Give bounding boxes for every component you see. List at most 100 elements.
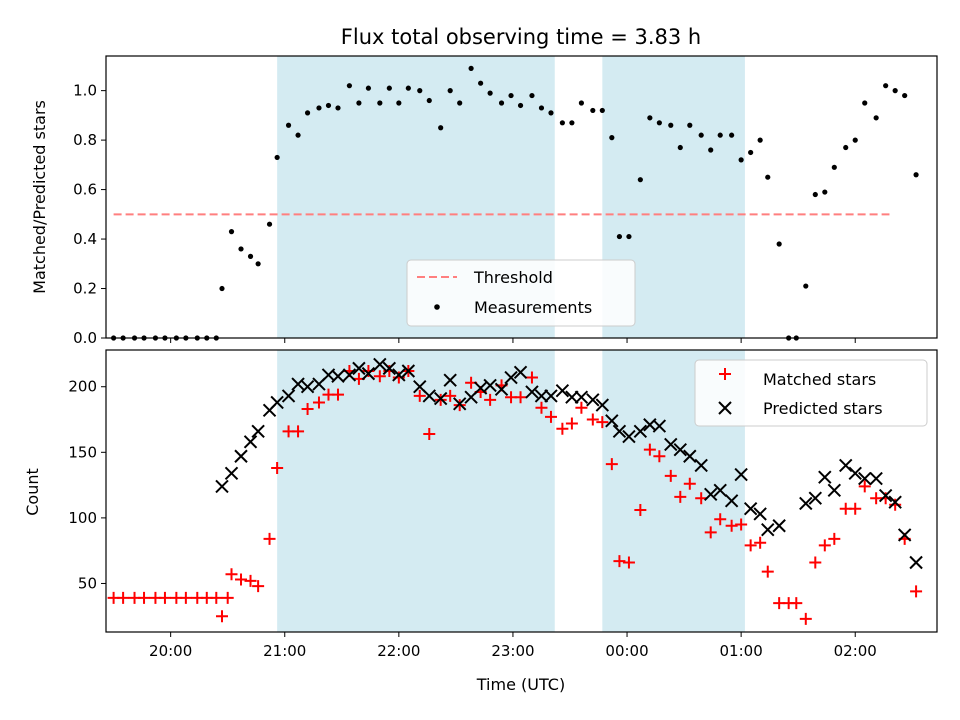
xtick-label: 20:00 [149,642,192,660]
predicted-star-point [808,491,823,505]
matched-star-point [544,410,557,423]
chart-title: Flux total observing time = 3.83 h [341,25,701,49]
matched-star-point [535,401,548,414]
matched-star-point [138,591,151,604]
matched-star-point [215,610,228,623]
matched-star-point [754,536,767,549]
matched-star-point [263,532,276,545]
predicted-star-point [683,449,697,463]
measurement-point [656,120,662,126]
measurement-point [776,241,782,247]
predicted-star-point [352,361,366,376]
predicted-star-point [555,383,570,398]
bottom-plot-marks [107,357,923,625]
predicted-star-point [331,369,345,383]
predicted-star-point [544,389,558,403]
xtick-label: 22:00 [377,642,420,660]
predicted-star-point [373,357,387,372]
predicted-star-point [633,424,648,439]
measurement-point [508,92,514,99]
measurement-point [426,97,432,104]
matched-star-point [117,591,130,604]
predicted-star-point [839,458,853,473]
matched-star-point [695,492,708,505]
top-ytick-label: 0.2 [73,280,97,298]
measurement-point [717,132,723,138]
matched-star-point [761,565,774,578]
matched-star-point [809,556,822,569]
matched-star-point [331,388,344,401]
measurement-point [668,122,674,128]
axes-frames [105,55,938,633]
measurement-point [765,174,771,180]
predicted-star-point [694,458,708,473]
top-ytick-label: 1.0 [73,82,97,100]
legend-measurements-swatch [434,304,440,310]
measurement-point [417,88,423,94]
bottom-axes-frame [105,349,938,633]
measurement-point [228,229,235,235]
measurement-point [637,177,643,183]
measurement-point [219,285,225,292]
measurement-point [377,100,383,106]
measurement-point [843,144,849,151]
predicted-star-point [595,398,610,412]
top-ytick-label: 0.0 [73,329,97,347]
predicted-star-point [534,389,549,403]
measurement-point [396,100,402,106]
measurement-point [538,105,545,111]
measurement-point [831,164,837,170]
measurement-point [738,157,744,163]
predicted-star-point [342,368,357,382]
matched-star-point [744,539,757,552]
measurement-point [599,107,605,114]
predicted-star-point [494,382,509,397]
predicted-star-point [234,449,248,463]
measurement-point [698,132,704,138]
measurement-point [325,102,332,109]
matched-star-point [653,450,666,463]
measurement-point [616,233,623,240]
predicted-star-point [869,471,883,486]
xtick-label: 01:00 [720,642,763,660]
measurement-point [529,92,535,99]
measurement-point [822,189,828,195]
top-ytick-label: 0.4 [73,230,97,248]
matched-star-point [525,371,538,384]
matched-star-point [235,573,248,586]
matched-star-point [484,393,497,406]
bottom-ytick-label: 200 [68,378,97,396]
matched-star-point [605,458,618,471]
predicted-star-point [586,393,600,407]
bottom-ytick-label: 50 [78,574,97,592]
bottom-ytick-label: 100 [68,509,97,527]
measurement-point [405,85,411,91]
legend-predicted-swatch [718,401,732,415]
matched-star-point [373,370,386,383]
measurement-point [346,83,353,89]
measurement-point [457,100,463,106]
bottom-legend-box [694,359,928,427]
matched-star-point [221,591,234,604]
predicted-star-point [897,528,912,542]
top-ytick-label: 0.8 [73,131,97,149]
predicted-star-point [270,395,284,410]
predicted-star-point [909,555,923,570]
top-legend-box [406,259,636,327]
bottom-shaded-interval [277,350,555,632]
matched-star-point [858,480,871,493]
predicted-star-point [224,466,239,481]
measurement-point [852,137,858,143]
measurement-point [677,144,683,151]
measurement-point [748,149,754,156]
predicted-star-point [743,501,758,516]
predicted-star-point [734,467,748,482]
measurement-point [304,110,311,116]
matched-star-point [634,504,647,517]
measurement-point [729,132,735,138]
matched-star-point [735,518,748,531]
measurement-point [803,283,809,289]
measurement-point [468,65,474,71]
matched-star-point [210,591,223,604]
